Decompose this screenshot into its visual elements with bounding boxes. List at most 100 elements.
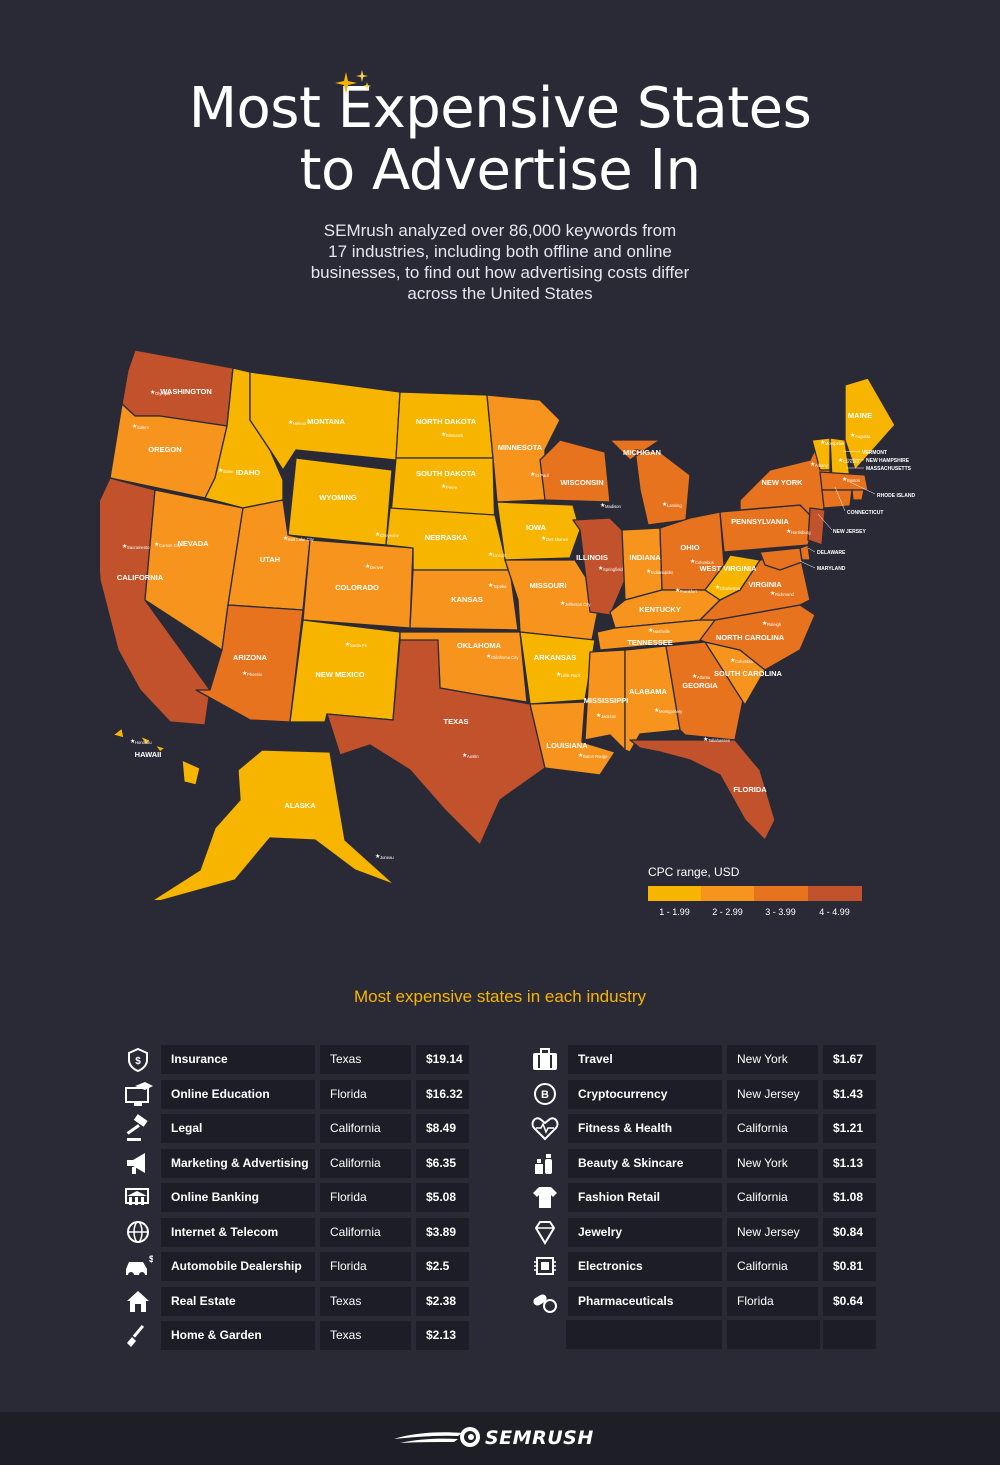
industry-name: Travel: [568, 1045, 722, 1074]
capital-label-alaska: Juneau: [380, 855, 394, 860]
bitcoin-icon: B: [534, 1082, 556, 1105]
capital-label-north-carolina: Raleigh: [767, 622, 782, 627]
industry-state: Florida: [727, 1286, 818, 1316]
capital-label-alabama: Montgomery: [659, 709, 683, 714]
table-row: Fashion Retail California $1.08: [533, 1183, 918, 1212]
state-label-florida: FLORIDA: [733, 785, 767, 794]
state-label-georgia: GEORGIA: [682, 681, 718, 690]
capital-label-hawaii: Honolulu: [135, 740, 152, 745]
capital-star-icon: ★: [762, 620, 767, 627]
insurance-icon: $: [128, 1047, 148, 1073]
bank-icon: [125, 1188, 149, 1205]
state-label-vermont: VERMONT: [862, 450, 887, 456]
capital-star-icon: ★: [820, 439, 825, 446]
capital-star-icon: ★: [488, 582, 493, 589]
capital-label-arizona: Phoenix: [247, 672, 263, 677]
table-row: Online Education Florida $16.32: [125, 1079, 511, 1109]
state-label-connecticut: CONNECTICUT: [847, 510, 883, 516]
state-pennsylvania: [719, 504, 816, 553]
state-iowa: [496, 501, 581, 561]
industry-price: $5.08: [416, 1183, 469, 1212]
industry-price: $6.35: [416, 1148, 469, 1178]
industry-price: $1.43: [823, 1079, 876, 1109]
chip-icon: [534, 1257, 556, 1275]
state-kansas: [409, 569, 519, 631]
industry-name: Online Education: [161, 1079, 315, 1109]
capital-star-icon: ★: [486, 653, 491, 660]
capital-label-maine: Augusta: [855, 434, 871, 439]
capital-label-missouri: Jefferson City: [565, 602, 591, 607]
capital-star-icon: ★: [154, 541, 159, 548]
industry-price: $8.49: [416, 1114, 469, 1143]
state-florida: [629, 739, 776, 841]
table-row: B Cryptocurrency New Jersey $1.43: [534, 1079, 918, 1109]
industry-name: Marketing & Advertising: [161, 1148, 315, 1178]
table-row: Home & Garden Texas $2.13: [127, 1321, 511, 1350]
state-label-nevada: NEVADA: [177, 539, 209, 548]
northeast-callout-labels: VERMONT NEW HAMPSHIRE MASSACHUSETTS RHOD…: [799, 450, 915, 572]
shovel-icon: [127, 1324, 145, 1347]
state-label-north-carolina: NORTH CAROLINA: [716, 633, 785, 642]
sparkle-icon: [335, 70, 371, 94]
state-mississippi: [584, 649, 626, 751]
industry-name: Jewelry: [568, 1217, 722, 1247]
capital-label-oregon: Salem: [137, 425, 149, 430]
state-label-south-dakota: SOUTH DAKOTA: [416, 469, 476, 478]
table-row: $ Insurance Texas $19.14: [128, 1045, 511, 1074]
capital-label-minnesota: St Paul: [535, 473, 549, 478]
capital-star-icon: ★: [654, 707, 659, 714]
capital-star-icon: ★: [662, 501, 667, 508]
state-label-massachusetts: MASSACHUSETTS: [866, 466, 912, 472]
table-row: Internet & Telecom California $3.89: [127, 1217, 511, 1247]
capital-label-kansas: Topeka: [493, 584, 507, 589]
table-row: Real Estate Texas $2.38: [127, 1286, 511, 1316]
table-row: Marketing & Advertising California $6.35: [127, 1148, 511, 1178]
state-label-new-york: NEW YORK: [761, 478, 803, 487]
industry-name: Legal: [161, 1114, 315, 1143]
table-row: Online Banking Florida $5.08: [125, 1183, 511, 1212]
industry-name: Insurance: [161, 1045, 315, 1074]
industry-state: Florida: [320, 1183, 411, 1212]
state-label-colorado: COLORADO: [335, 583, 379, 592]
industry-price: $1.21: [823, 1114, 876, 1143]
semrush-wordmark: SEMRUSH: [485, 1427, 594, 1449]
capital-label-california: Sacramento: [127, 545, 150, 550]
state-arkansas: [519, 631, 596, 705]
capital-label-wyoming: Cheyenne: [380, 533, 400, 538]
capital-label-montana: Helena: [293, 421, 307, 426]
capital-star-icon: ★: [462, 752, 467, 759]
industry-name: Fashion Retail: [568, 1183, 722, 1212]
capital-label-illinois: Springfield: [603, 567, 623, 572]
state-label-maine: MAINE: [848, 411, 872, 420]
industry-state: Florida: [320, 1252, 411, 1281]
capital-star-icon: ★: [242, 670, 247, 677]
page-subtitle: SEMrush analyzed over 86,000 keywords fr…: [280, 220, 720, 304]
state-label-pennsylvania: PENNSYLVANIA: [731, 517, 789, 526]
industries-section-title: Most expensive states in each industry: [354, 987, 646, 1006]
industry-price: $1.13: [823, 1148, 876, 1178]
capital-star-icon: ★: [675, 587, 680, 594]
title-line-1: Most Expensive States: [188, 76, 812, 141]
capital-star-icon: ★: [365, 563, 370, 570]
footer: [0, 1412, 1000, 1465]
capital-star-icon: ★: [375, 853, 380, 860]
capital-label-tennessee: Nashville: [653, 629, 671, 634]
industry-state: California: [320, 1148, 411, 1178]
industry-price: $19.14: [416, 1045, 469, 1074]
industry-state: Texas: [320, 1045, 411, 1074]
industry-price: $2.5: [416, 1252, 469, 1281]
state-west-virginia: [704, 554, 761, 601]
capital-star-icon: ★: [541, 535, 546, 542]
state-label-delaware: DELAWARE: [817, 550, 846, 556]
legend-label-1: 1 - 1.99: [659, 907, 690, 917]
state-label-tennessee: TENNESSEE: [627, 638, 672, 647]
capital-star-icon: ★: [130, 738, 135, 745]
svg-text:$: $: [149, 1254, 153, 1264]
industry-name: Home & Garden: [161, 1321, 315, 1350]
state-label-texas: TEXAS: [443, 717, 468, 726]
state-label-michigan: MICHIGAN: [623, 448, 661, 457]
state-label-new-mexico: NEW MEXICO: [315, 670, 364, 679]
state-label-louisiana: LOUISIANA: [546, 741, 588, 750]
graduation-cap-icon: [125, 1081, 153, 1106]
state-rhode-island: [851, 489, 865, 501]
